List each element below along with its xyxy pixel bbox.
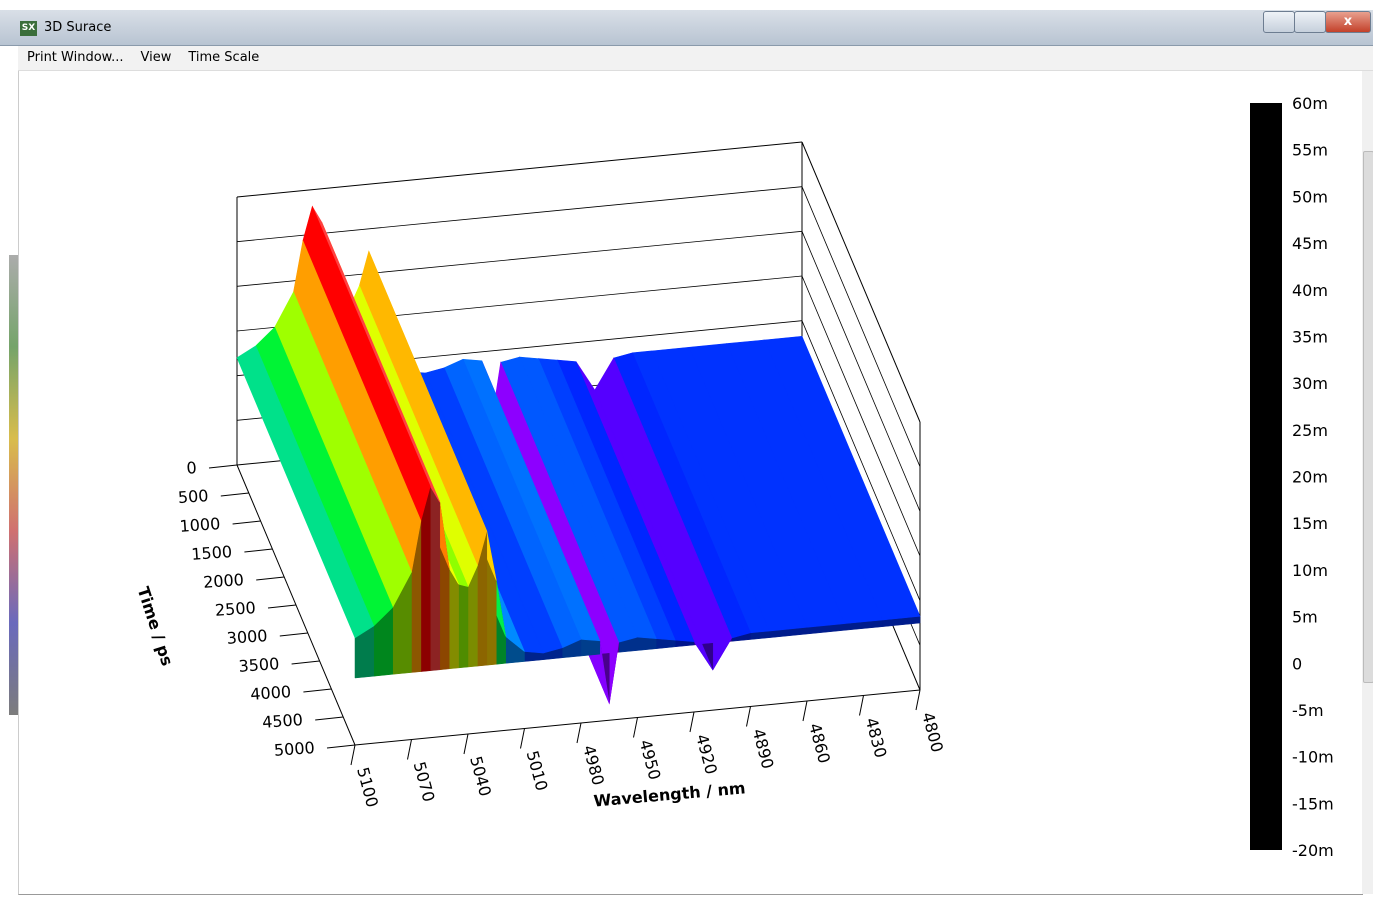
- x-tick-label: 4800: [918, 710, 947, 754]
- x-tick: [859, 695, 864, 716]
- menu-bar: Print Window... View Time Scale: [18, 46, 1373, 71]
- y-tick-label: 0: [186, 458, 197, 478]
- x-tick-label: 5100: [353, 765, 382, 809]
- y-tick-label: 1500: [191, 542, 233, 564]
- menu-item[interactable]: View: [140, 50, 172, 65]
- y-tick: [303, 688, 332, 693]
- y-tick-label: 2500: [214, 598, 256, 620]
- colorbar: [1250, 103, 1282, 850]
- colorbar-label: -15m: [1292, 794, 1334, 813]
- colorbar-label: 45m: [1292, 234, 1328, 253]
- y-tick: [232, 520, 261, 525]
- y-tick: [256, 576, 285, 581]
- x-axis-title: Wavelength / nm: [593, 778, 746, 810]
- x-tick: [915, 689, 921, 711]
- x-tick: [689, 711, 695, 733]
- x-tick: [576, 722, 582, 744]
- x-tick: [463, 733, 469, 755]
- wall-line: [801, 320, 921, 601]
- x-tick: [633, 717, 638, 738]
- axis-frame: [236, 141, 803, 198]
- x-tick: [407, 739, 412, 760]
- x-tick-label: 4860: [805, 721, 834, 765]
- colorbar-label: -10m: [1292, 748, 1334, 767]
- title-bar: SX 3D Surace x: [0, 10, 1373, 46]
- colorbar-label: 30m: [1292, 374, 1328, 393]
- y-tick: [279, 632, 308, 637]
- wall-line: [236, 186, 803, 243]
- colorbar-label: 5m: [1292, 608, 1318, 627]
- x-tick: [802, 700, 808, 722]
- y-tick-label: 500: [177, 486, 209, 507]
- x-tick-label: 5040: [466, 754, 495, 798]
- colorbar-label: -20m: [1292, 841, 1334, 860]
- close-button[interactable]: x: [1325, 11, 1371, 33]
- colorbar-label: 40m: [1292, 281, 1328, 300]
- menu-item[interactable]: Time Scale: [188, 50, 260, 65]
- colorbar-label: 35m: [1292, 327, 1328, 346]
- y-axis-title: Time / ps: [134, 584, 177, 668]
- colorbar-label: 0: [1292, 654, 1302, 673]
- y-tick: [244, 548, 273, 553]
- y-tick-label: 3500: [238, 654, 280, 676]
- y-tick-label: 4500: [262, 710, 304, 732]
- colorbar-label: 25m: [1292, 421, 1328, 440]
- y-tick: [208, 464, 238, 469]
- x-tick-label: 5070: [410, 760, 439, 804]
- x-tick: [746, 706, 751, 727]
- x-tick-label: 4830: [862, 716, 891, 760]
- y-tick: [291, 660, 320, 665]
- wall-line: [801, 275, 921, 557]
- colorbar-label: 20m: [1292, 468, 1328, 487]
- surface-strip: [236, 345, 375, 639]
- x-tick: [350, 744, 356, 766]
- background-strip: [9, 255, 18, 715]
- x-tick-label: 4890: [749, 727, 778, 771]
- x-tick-label: 4950: [636, 738, 665, 782]
- y-tick: [326, 744, 356, 749]
- wall-line: [801, 186, 921, 467]
- y-tick-label: 2000: [203, 570, 245, 592]
- wall-line: [801, 231, 921, 512]
- surface-front: [637, 636, 657, 651]
- y-tick-label: 1000: [179, 514, 221, 536]
- y-tick: [315, 716, 344, 721]
- window-title: 3D Surace: [44, 20, 112, 35]
- x-tick-label: 4920: [692, 732, 721, 776]
- y-tick: [220, 492, 249, 497]
- y-tick-label: 4000: [250, 682, 292, 704]
- menu-item[interactable]: Print Window...: [27, 50, 124, 65]
- x-tick: [520, 728, 525, 749]
- colorbar-label: 55m: [1292, 141, 1328, 160]
- colorbar-label: 10m: [1292, 561, 1328, 580]
- colorbar-label: -5m: [1292, 701, 1324, 720]
- app-icon: SX: [20, 21, 37, 36]
- surface-front: [580, 639, 601, 657]
- surface-front: [458, 583, 469, 669]
- y-tick-label: 3000: [226, 626, 268, 648]
- y-tick: [267, 604, 297, 609]
- colorbar-label: 15m: [1292, 514, 1328, 533]
- colorbar-label: 60m: [1292, 94, 1328, 113]
- surface-front: [430, 485, 441, 671]
- colorbar-label: 50m: [1292, 187, 1328, 206]
- x-tick-label: 5010: [523, 749, 552, 793]
- axis-frame: [801, 141, 921, 423]
- y-tick-label: 5000: [273, 738, 315, 760]
- surface-front: [448, 567, 459, 670]
- scrollbar[interactable]: [1362, 71, 1373, 894]
- scroll-thumb[interactable]: [1363, 151, 1373, 683]
- x-tick-label: 4980: [579, 743, 608, 787]
